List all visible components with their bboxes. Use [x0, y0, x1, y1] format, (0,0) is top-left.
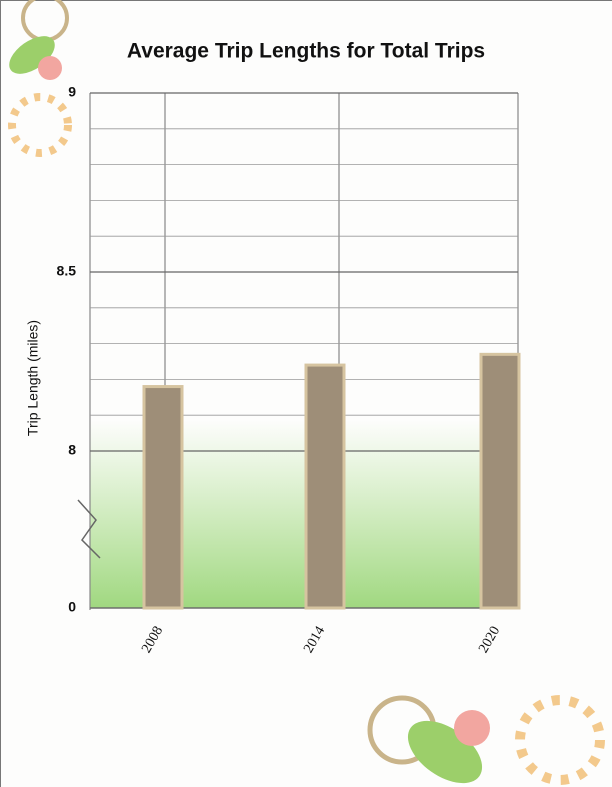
y-tick-label: 8.5: [57, 263, 77, 279]
y-tick-label: 0: [68, 599, 76, 615]
bar: [479, 352, 521, 610]
chart-title: Average Trip Lengths for Total Trips: [127, 40, 485, 63]
y-tick-label: 8: [68, 442, 76, 458]
y-axis-label: Trip Length (miles): [25, 320, 41, 436]
bar: [304, 363, 346, 610]
decoration: [8, 0, 605, 785]
axis-break: [77, 499, 101, 559]
bar: [142, 385, 184, 610]
y-tick-label: 9: [68, 84, 76, 100]
